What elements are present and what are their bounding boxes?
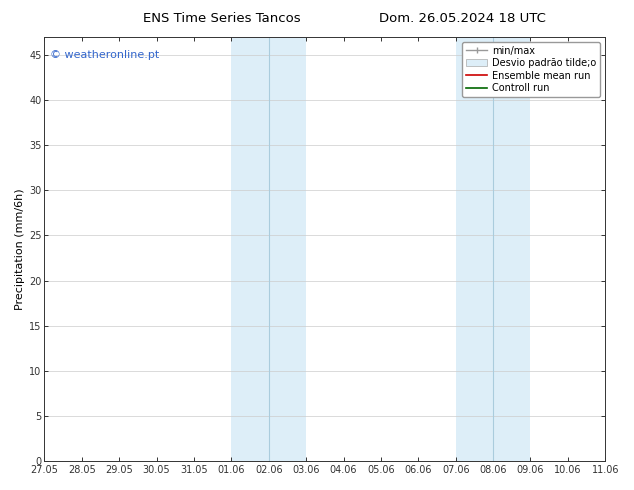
Y-axis label: Precipitation (mm/6h): Precipitation (mm/6h) [15,188,25,310]
Bar [456,37,493,461]
Bar [231,37,269,461]
Legend: min/max, Desvio padrão tilde;o, Ensemble mean run, Controll run: min/max, Desvio padrão tilde;o, Ensemble… [462,42,600,97]
Text: © weatheronline.pt: © weatheronline.pt [50,50,159,60]
Text: Dom. 26.05.2024 18 UTC: Dom. 26.05.2024 18 UTC [379,12,547,25]
Bar [493,37,531,461]
Bar [269,37,306,461]
Text: ENS Time Series Tancos: ENS Time Series Tancos [143,12,301,25]
